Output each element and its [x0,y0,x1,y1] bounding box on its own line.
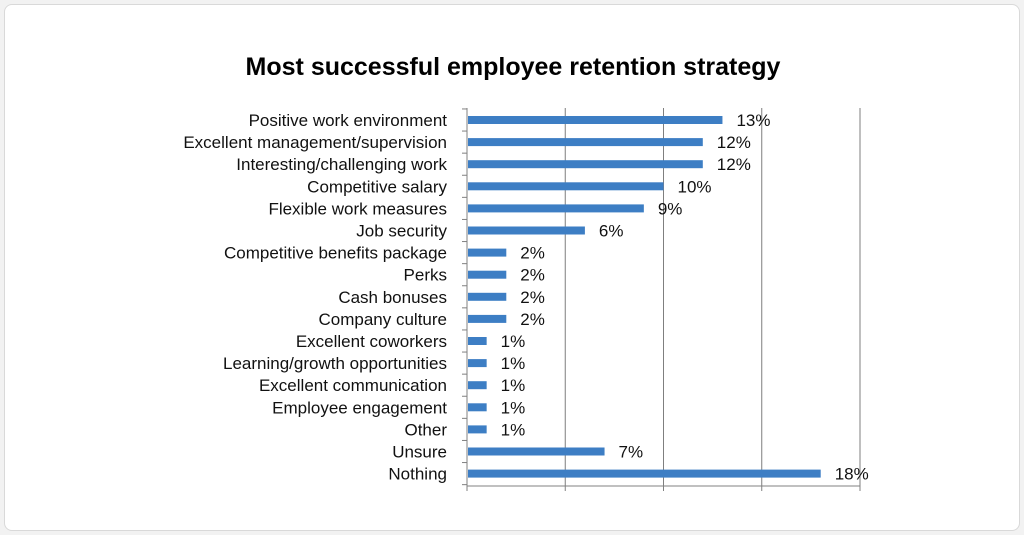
value-label: 10% [678,177,712,196]
value-label: 1% [501,420,526,439]
category-label: Excellent communication [259,376,447,395]
category-label: Other [404,420,447,439]
bar [468,314,507,323]
bar [468,160,703,169]
value-label: 2% [520,244,545,263]
bar [468,248,507,257]
category-labels: Positive work environment Excellent manag… [183,111,447,484]
category-label: Positive work environment [249,111,448,130]
category-label: Job security [356,222,447,241]
value-label: 1% [501,354,526,373]
value-label: 12% [717,133,751,152]
bar [468,138,703,147]
category-label: Excellent management/supervision [183,133,447,152]
bar [468,270,507,279]
bar [468,403,487,412]
category-label: Flexible work measures [268,199,447,218]
category-label: Company culture [318,310,447,329]
chart-title: Most successful employee retention strat… [246,53,781,81]
bar [468,359,487,368]
category-label: Nothing [388,465,447,484]
category-axis [462,108,861,491]
value-label: 13% [736,111,770,130]
value-label: 1% [501,376,526,395]
chart-card [4,4,1020,531]
bar [468,182,664,191]
category-label: Excellent coworkers [296,332,447,351]
value-label: 7% [619,443,644,462]
value-label: 2% [520,310,545,329]
value-label: 18% [835,465,869,484]
bars [468,116,821,478]
category-label: Employee engagement [272,398,447,417]
category-label: Learning/growth opportunities [223,354,447,373]
value-label: 2% [520,288,545,307]
bar [468,381,487,390]
category-label: Unsure [392,443,447,462]
bar [468,292,507,301]
bar [468,425,487,434]
category-label: Competitive salary [307,177,447,196]
value-label: 1% [501,332,526,351]
value-label: 12% [717,155,751,174]
bar [468,226,585,235]
category-label: Interesting/challenging work [236,155,447,174]
value-label: 9% [658,199,683,218]
value-label: 2% [520,266,545,285]
value-label: 1% [501,398,526,417]
bar [468,116,723,124]
category-label: Cash bonuses [338,288,447,307]
value-label: 6% [599,222,624,241]
bar [468,447,605,456]
category-label: Competitive benefits package [224,244,447,263]
value-labels: 13% 12% 12% 10% 9% 6% 2% 2% 2% 2% 1% 1% 1% 1% 1% 7% 18% [501,111,869,484]
category-label: Perks [404,266,447,285]
bar [468,337,487,345]
bar [468,469,821,478]
bar [468,204,644,213]
gridlines [564,108,861,486]
